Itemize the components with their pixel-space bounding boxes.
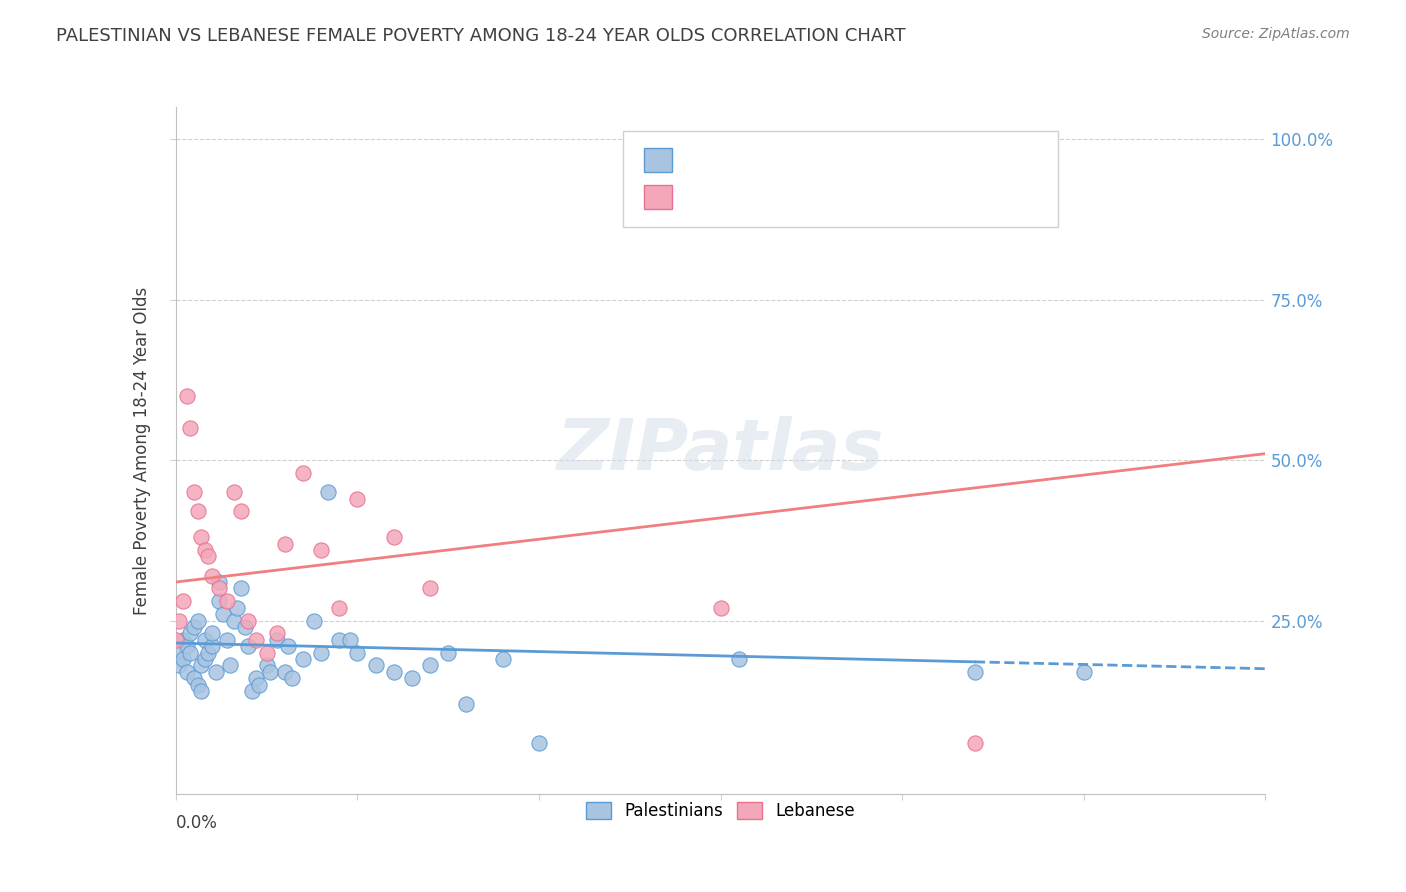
- Point: [215, 632, 238, 647]
- Point: [219, 658, 242, 673]
- Point: [401, 671, 423, 685]
- Point: [238, 639, 260, 653]
- Point: [346, 491, 368, 506]
- Point: [238, 614, 260, 628]
- Point: [208, 594, 231, 608]
- Point: [176, 639, 198, 653]
- Point: [245, 632, 267, 647]
- Text: ZIPatlas: ZIPatlas: [557, 416, 884, 485]
- Text: PALESTINIAN VS LEBANESE FEMALE POVERTY AMONG 18-24 YEAR OLDS CORRELATION CHART: PALESTINIAN VS LEBANESE FEMALE POVERTY A…: [56, 27, 905, 45]
- Point: [256, 658, 278, 673]
- Point: [437, 646, 460, 660]
- Point: [346, 646, 368, 660]
- Point: [197, 549, 219, 564]
- Point: [165, 632, 187, 647]
- Point: [179, 626, 201, 640]
- Point: [172, 652, 194, 666]
- Point: [226, 600, 249, 615]
- Point: [222, 614, 245, 628]
- Point: [179, 421, 201, 435]
- Legend: Palestinians, Lebanese: Palestinians, Lebanese: [579, 796, 862, 827]
- Point: [183, 485, 205, 500]
- Point: [240, 684, 263, 698]
- Point: [169, 658, 191, 673]
- Point: [259, 665, 281, 679]
- Point: [169, 614, 191, 628]
- Point: [309, 543, 332, 558]
- Point: [215, 594, 238, 608]
- Point: [456, 697, 478, 711]
- Point: [204, 665, 226, 679]
- Point: [172, 594, 194, 608]
- Point: [231, 582, 253, 596]
- Point: [274, 665, 297, 679]
- Point: [231, 504, 253, 518]
- Point: [176, 665, 198, 679]
- Point: [201, 626, 224, 640]
- Point: [186, 504, 209, 518]
- Point: [302, 614, 325, 628]
- Point: [247, 678, 270, 692]
- Text: Source: ZipAtlas.com: Source: ZipAtlas.com: [1202, 27, 1350, 41]
- Point: [256, 646, 278, 660]
- Point: [194, 632, 217, 647]
- Point: [727, 652, 749, 666]
- Point: [364, 658, 387, 673]
- Point: [190, 658, 212, 673]
- Point: [291, 466, 314, 480]
- FancyBboxPatch shape: [623, 131, 1059, 227]
- Point: [172, 632, 194, 647]
- Point: [309, 646, 332, 660]
- Point: [318, 485, 340, 500]
- Point: [527, 735, 550, 749]
- Point: [419, 582, 441, 596]
- Point: [190, 684, 212, 698]
- Y-axis label: Female Poverty Among 18-24 Year Olds: Female Poverty Among 18-24 Year Olds: [134, 286, 152, 615]
- Point: [277, 639, 299, 653]
- Point: [165, 646, 187, 660]
- Point: [233, 620, 256, 634]
- Point: [179, 646, 201, 660]
- Text: R =    0.187    N = 28: R = 0.187 N = 28: [688, 183, 927, 201]
- Point: [212, 607, 235, 622]
- Point: [266, 632, 288, 647]
- FancyBboxPatch shape: [644, 185, 672, 209]
- Point: [266, 626, 288, 640]
- Point: [186, 678, 209, 692]
- Point: [328, 632, 350, 647]
- Point: [194, 652, 217, 666]
- Point: [710, 600, 733, 615]
- Point: [963, 665, 986, 679]
- Point: [492, 652, 515, 666]
- Point: [208, 582, 231, 596]
- Point: [382, 530, 405, 544]
- Point: [183, 620, 205, 634]
- Point: [419, 658, 441, 673]
- Point: [281, 671, 304, 685]
- Point: [190, 530, 212, 544]
- Text: 0.0%: 0.0%: [176, 814, 218, 832]
- Point: [201, 639, 224, 653]
- Point: [339, 632, 361, 647]
- Point: [208, 575, 231, 590]
- Point: [197, 646, 219, 660]
- Point: [201, 568, 224, 582]
- Point: [274, 536, 297, 550]
- Point: [1073, 665, 1095, 679]
- Point: [222, 485, 245, 500]
- Point: [186, 614, 209, 628]
- Point: [382, 665, 405, 679]
- Point: [963, 735, 986, 749]
- Point: [183, 671, 205, 685]
- Point: [328, 600, 350, 615]
- Point: [245, 671, 267, 685]
- Point: [291, 652, 314, 666]
- Point: [194, 543, 217, 558]
- Text: R =  -0.067    N = 57: R = -0.067 N = 57: [688, 148, 917, 166]
- FancyBboxPatch shape: [644, 148, 672, 172]
- Point: [176, 389, 198, 403]
